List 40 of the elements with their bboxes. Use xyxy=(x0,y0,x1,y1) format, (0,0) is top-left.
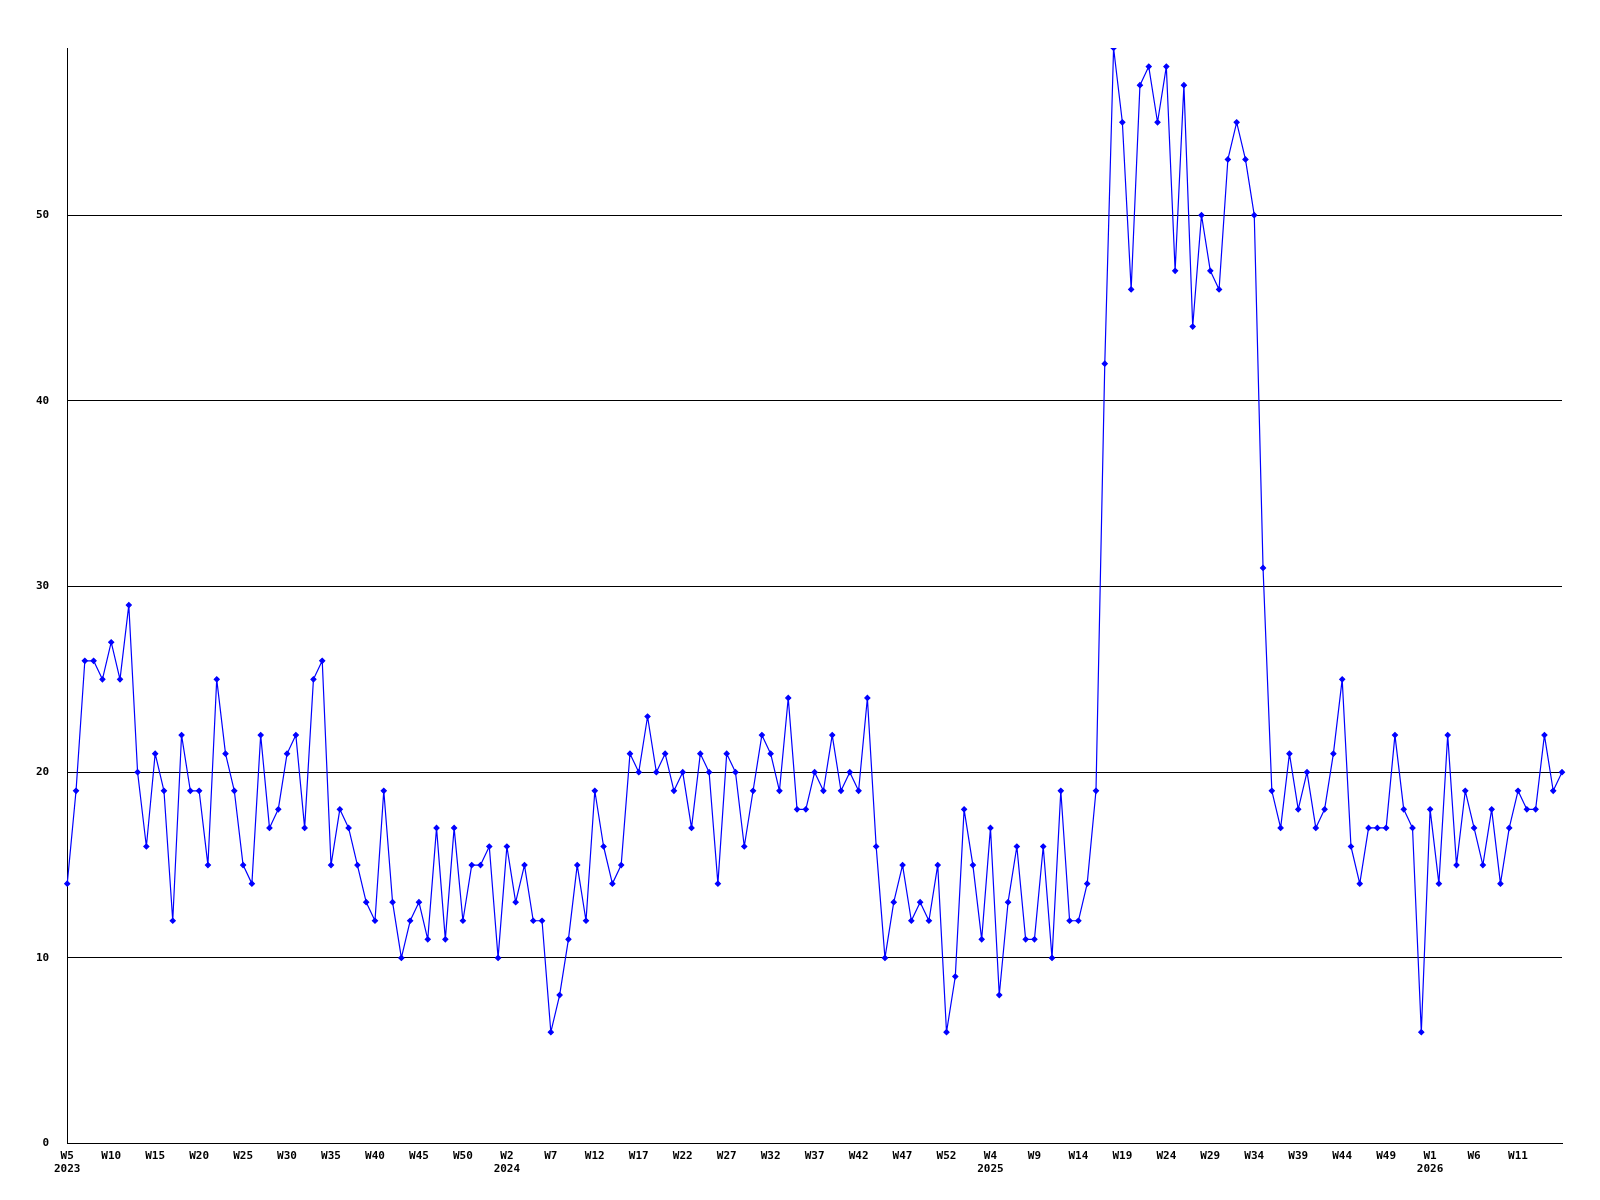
x-tick-label: W29 xyxy=(1200,1149,1221,1163)
x-tick-label: W25 xyxy=(233,1149,254,1163)
x-tick-label: W34 xyxy=(1244,1149,1265,1163)
y-tick-label: 10 xyxy=(36,950,50,964)
x-tick-label: W52 xyxy=(936,1149,957,1163)
y-tick-label: 30 xyxy=(36,579,50,593)
x-tick-label: W22 xyxy=(672,1149,693,1163)
x-tick-label: W37 xyxy=(804,1149,825,1163)
y-tick-label: 50 xyxy=(36,207,50,221)
x-tick-label: W5 2023 xyxy=(54,1149,81,1176)
x-tick-label: W10 xyxy=(101,1149,122,1163)
x-tick-label: W44 xyxy=(1332,1149,1353,1163)
x-tick-label: W49 xyxy=(1376,1149,1397,1163)
x-tick-label: W40 xyxy=(365,1149,385,1163)
x-tick-label: W7 xyxy=(544,1149,558,1163)
x-tick-label: W14 xyxy=(1068,1149,1089,1163)
x-tick-label: W19 xyxy=(1112,1149,1133,1163)
x-tick-label: W27 xyxy=(716,1149,737,1163)
x-tick-label: W9 xyxy=(1027,1149,1042,1163)
x-tick-label: W42 xyxy=(848,1149,869,1163)
x-tick-label: W20 xyxy=(189,1149,210,1163)
y-tick-label: 40 xyxy=(36,393,50,407)
y-tick-label: 0 xyxy=(42,1136,50,1150)
x-tick-label: W1 2026 xyxy=(1416,1149,1444,1176)
x-tick-label: W47 xyxy=(892,1149,913,1163)
x-tick-label: W2 2024 xyxy=(493,1149,521,1176)
x-tick-label: W12 xyxy=(584,1149,605,1163)
x-tick-label: W4 2025 xyxy=(977,1149,1004,1176)
y-tick-label: 20 xyxy=(36,765,50,779)
x-tick-label: W35 xyxy=(321,1149,341,1163)
x-tick-label: W17 xyxy=(628,1149,649,1163)
x-tick-label: W32 xyxy=(760,1149,781,1163)
x-tick-label: W39 xyxy=(1288,1149,1309,1163)
x-tick-label: W30 xyxy=(277,1149,297,1163)
x-tick-label: W6 xyxy=(1467,1149,1482,1163)
x-tick-label: W45 xyxy=(409,1149,429,1163)
x-tick-label: W50 xyxy=(452,1149,473,1163)
x-tick-label: W24 xyxy=(1156,1149,1177,1163)
x-tick-label: W11 xyxy=(1508,1149,1529,1163)
x-tick-label: W15 xyxy=(145,1149,166,1163)
